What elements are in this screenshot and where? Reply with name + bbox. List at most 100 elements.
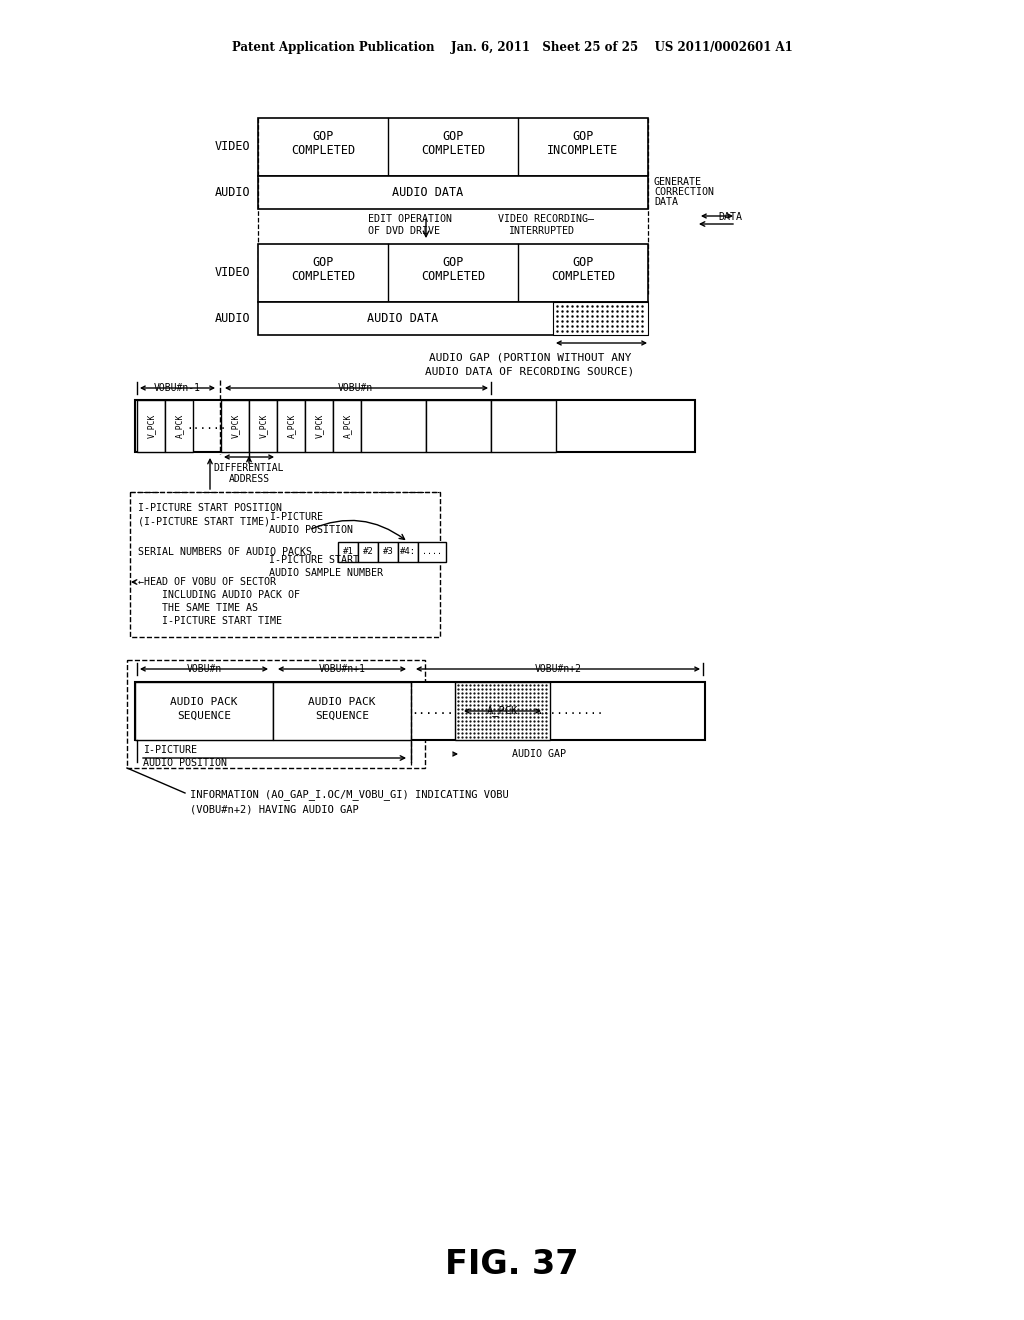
- Text: VOBU#n+2: VOBU#n+2: [535, 664, 582, 675]
- Text: INTERRUPTED: INTERRUPTED: [508, 226, 574, 236]
- Text: V_PCK: V_PCK: [258, 413, 267, 438]
- Text: AUDIO POSITION: AUDIO POSITION: [143, 758, 227, 768]
- Bar: [358, 543, 378, 562]
- Text: COMPLETED: COMPLETED: [551, 269, 615, 282]
- Text: AUDIO GAP (PORTION WITHOUT ANY: AUDIO GAP (PORTION WITHOUT ANY: [429, 352, 631, 362]
- Text: VIDEO: VIDEO: [214, 140, 250, 153]
- Bar: [130, 492, 440, 638]
- Text: Patent Application Publication    Jan. 6, 2011   Sheet 25 of 25    US 2011/00026: Patent Application Publication Jan. 6, 2…: [231, 41, 793, 54]
- Text: I-PICTURE START: I-PICTURE START: [269, 554, 359, 565]
- Text: VOBU#n: VOBU#n: [337, 383, 373, 393]
- Text: VOBU#n: VOBU#n: [186, 664, 221, 675]
- Text: VIDEO: VIDEO: [214, 267, 250, 280]
- Bar: [426, 400, 490, 451]
- Bar: [137, 400, 165, 451]
- Text: #2: #2: [362, 548, 374, 557]
- Text: AUDIO SAMPLE NUMBER: AUDIO SAMPLE NUMBER: [269, 568, 383, 578]
- Text: A_PCK: A_PCK: [486, 706, 517, 717]
- Text: ..........: ..........: [537, 706, 604, 715]
- Text: AUDIO POSITION: AUDIO POSITION: [269, 525, 353, 535]
- Bar: [338, 543, 358, 562]
- Bar: [553, 302, 648, 335]
- Bar: [221, 400, 249, 451]
- Bar: [258, 117, 648, 176]
- Text: V_PCK: V_PCK: [230, 413, 240, 438]
- Text: V_PCK: V_PCK: [146, 413, 156, 438]
- Text: ←HEAD OF VOBU OF SECTOR: ←HEAD OF VOBU OF SECTOR: [138, 577, 276, 587]
- Bar: [249, 400, 278, 451]
- Text: EDIT OPERATION: EDIT OPERATION: [368, 214, 452, 224]
- Bar: [127, 660, 425, 768]
- Text: SEQUENCE: SEQUENCE: [315, 711, 369, 721]
- Bar: [258, 244, 648, 302]
- Text: AUDIO DATA: AUDIO DATA: [392, 186, 464, 198]
- Bar: [361, 400, 426, 451]
- Text: A_PCK: A_PCK: [287, 413, 296, 438]
- Bar: [418, 543, 446, 562]
- Bar: [490, 400, 556, 451]
- Text: AUDIO DATA OF RECORDING SOURCE): AUDIO DATA OF RECORDING SOURCE): [425, 366, 635, 376]
- Text: GOP: GOP: [442, 256, 464, 268]
- Text: ......: ......: [186, 421, 227, 432]
- Bar: [273, 682, 411, 741]
- Bar: [165, 400, 193, 451]
- Bar: [333, 400, 361, 451]
- Text: SEQUENCE: SEQUENCE: [177, 711, 231, 721]
- Text: DATA: DATA: [654, 197, 678, 207]
- Text: ......: ......: [412, 705, 455, 718]
- Text: GOP: GOP: [442, 129, 464, 143]
- Text: INCLUDING AUDIO PACK OF: INCLUDING AUDIO PACK OF: [138, 590, 300, 601]
- Text: VOBU#n-1: VOBU#n-1: [154, 383, 201, 393]
- Text: AUDIO DATA: AUDIO DATA: [368, 312, 438, 325]
- Text: VOBU#n+1: VOBU#n+1: [318, 664, 366, 675]
- Text: A_PCK: A_PCK: [342, 413, 351, 438]
- Text: GENERATE: GENERATE: [654, 177, 702, 187]
- Text: GOP: GOP: [312, 256, 334, 268]
- Bar: [278, 400, 305, 451]
- Text: #1: #1: [343, 548, 353, 557]
- Bar: [455, 682, 550, 741]
- Text: OF DVD DRIVE: OF DVD DRIVE: [368, 226, 440, 236]
- Bar: [258, 302, 648, 335]
- Text: COMPLETED: COMPLETED: [291, 144, 355, 157]
- Text: ....: ....: [422, 548, 442, 557]
- Text: INFORMATION (AO_GAP_I.OC/M_VOBU_GI) INDICATING VOBU: INFORMATION (AO_GAP_I.OC/M_VOBU_GI) INDI…: [190, 789, 509, 800]
- Text: VIDEO RECORDING—: VIDEO RECORDING—: [498, 214, 594, 224]
- Text: DIFFERENTIAL: DIFFERENTIAL: [214, 463, 285, 473]
- Text: AUDIO PACK: AUDIO PACK: [170, 697, 238, 708]
- Bar: [135, 400, 695, 451]
- Bar: [135, 682, 273, 741]
- Text: (I-PICTURE START TIME): (I-PICTURE START TIME): [138, 517, 270, 527]
- Bar: [135, 682, 705, 741]
- Text: DATA: DATA: [718, 213, 742, 222]
- Bar: [258, 176, 648, 209]
- Bar: [398, 543, 418, 562]
- Bar: [378, 543, 398, 562]
- Text: AUDIO: AUDIO: [214, 312, 250, 325]
- Text: GOP: GOP: [572, 256, 594, 268]
- Text: A_PCK: A_PCK: [174, 413, 183, 438]
- Text: COMPLETED: COMPLETED: [291, 269, 355, 282]
- Text: (VOBU#n+2) HAVING AUDIO GAP: (VOBU#n+2) HAVING AUDIO GAP: [190, 804, 358, 814]
- Text: I-PICTURE START POSITION: I-PICTURE START POSITION: [138, 503, 282, 513]
- Text: AUDIO GAP: AUDIO GAP: [512, 748, 566, 759]
- Text: SERIAL NUMBERS OF AUDIO PACKS: SERIAL NUMBERS OF AUDIO PACKS: [138, 546, 312, 557]
- Text: FIG. 37: FIG. 37: [445, 1249, 579, 1282]
- Text: I-PICTURE: I-PICTURE: [143, 744, 197, 755]
- Text: I-PICTURE: I-PICTURE: [269, 512, 323, 521]
- Text: #4:: #4:: [400, 548, 416, 557]
- Text: AUDIO: AUDIO: [214, 186, 250, 198]
- Text: V_PCK: V_PCK: [314, 413, 324, 438]
- Text: ADDRESS: ADDRESS: [228, 474, 269, 484]
- Text: COMPLETED: COMPLETED: [421, 269, 485, 282]
- Text: #3: #3: [383, 548, 393, 557]
- Text: GOP: GOP: [572, 129, 594, 143]
- Text: GOP: GOP: [312, 129, 334, 143]
- Text: I-PICTURE START TIME: I-PICTURE START TIME: [138, 616, 282, 626]
- Text: THE SAME TIME AS: THE SAME TIME AS: [138, 603, 258, 612]
- Text: INCOMPLETE: INCOMPLETE: [548, 144, 618, 157]
- Text: AUDIO PACK: AUDIO PACK: [308, 697, 376, 708]
- Text: CORRECTION: CORRECTION: [654, 187, 714, 197]
- Bar: [305, 400, 333, 451]
- Text: COMPLETED: COMPLETED: [421, 144, 485, 157]
